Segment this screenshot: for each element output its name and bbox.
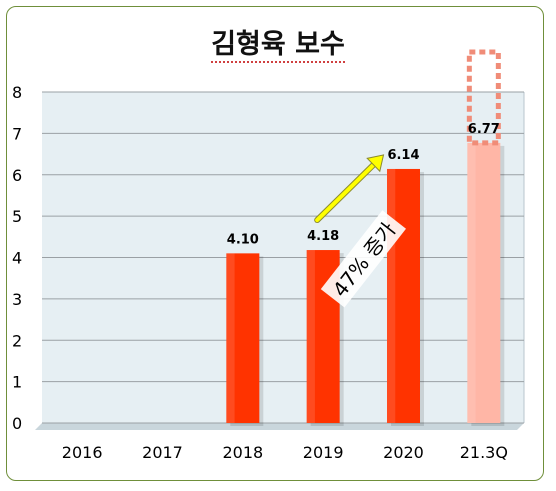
growth-arrow-head	[366, 154, 385, 173]
y-tick-label: 6	[12, 166, 22, 185]
y-tick-label: 4	[12, 249, 22, 268]
y-tick-label: 7	[12, 124, 22, 143]
bar	[387, 168, 420, 423]
bar-highlight	[306, 250, 315, 423]
y-tick-label: 0	[12, 414, 22, 433]
plot-floor	[35, 423, 524, 430]
x-tick-label: 2017	[142, 443, 183, 462]
x-tick-label: 21.3Q	[460, 443, 508, 462]
y-tick-label: 1	[12, 373, 22, 392]
value-label: 6.77	[468, 122, 500, 137]
chart-title: 김형육 보수	[0, 22, 556, 63]
bar-highlight	[226, 253, 235, 423]
bar	[226, 253, 260, 423]
y-tick-label: 2	[12, 331, 22, 350]
x-tick-label: 2018	[222, 443, 263, 462]
value-label: 4.18	[307, 229, 339, 244]
y-tick-label: 5	[12, 207, 22, 226]
growth-arrow	[315, 162, 376, 223]
x-tick-label: 2016	[62, 443, 103, 462]
bar-highlight	[387, 168, 396, 423]
value-label: 6.14	[387, 148, 419, 163]
y-tick-label: 8	[12, 83, 22, 102]
x-tick-label: 2019	[303, 443, 344, 462]
bar	[467, 142, 501, 424]
value-label: 4.10	[227, 232, 259, 247]
y-tick-label: 3	[12, 290, 22, 309]
projection-dashed-box	[466, 49, 501, 146]
annotation-background	[320, 210, 406, 308]
x-tick-label: 2020	[383, 443, 424, 462]
bar-highlight	[467, 142, 476, 424]
